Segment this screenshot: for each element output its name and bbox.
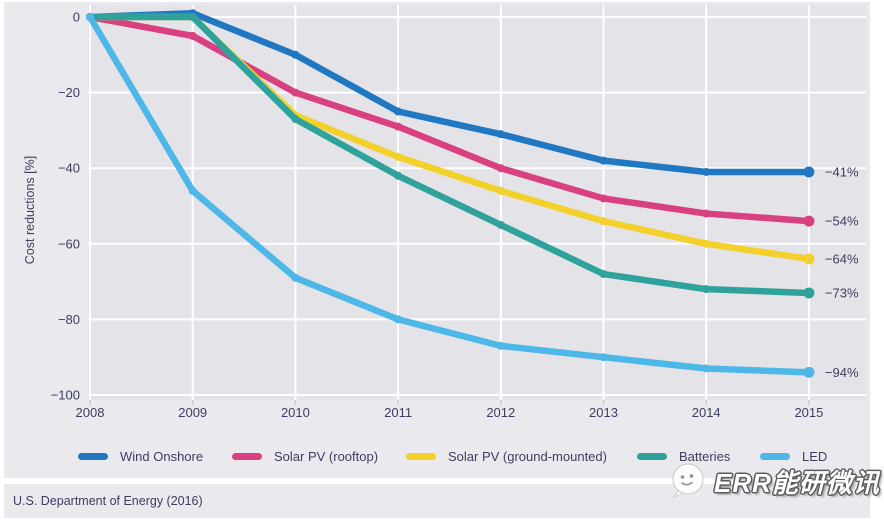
series-line-batteries	[86, 13, 813, 297]
series-point-wind-onshore	[496, 130, 505, 139]
series-point-led	[496, 341, 505, 350]
series-line-led	[86, 13, 813, 376]
end-value-label-led: −94%	[825, 365, 859, 380]
series-point-solar-pv-ground-mounted	[803, 253, 815, 265]
y-axis-title: Cost reductions [%]	[23, 156, 37, 264]
watermark: ERR能研微讯	[668, 461, 880, 501]
series-point-led	[394, 315, 403, 324]
x-tick-label: 2013	[589, 405, 618, 420]
series-point-batteries	[702, 285, 711, 294]
legend-item-wind-onshore: Wind Onshore	[78, 446, 203, 466]
series-point-led	[291, 273, 300, 282]
series-point-led	[86, 13, 94, 21]
y-tick-label: −60	[58, 236, 80, 251]
end-value-label-batteries: −73%	[825, 285, 859, 300]
source-text: U.S. Department of Energy (2016)	[13, 494, 203, 508]
end-value-label-wind-onshore: −41%	[825, 164, 859, 179]
legend-label: Solar PV (rooftop)	[274, 448, 379, 464]
series-line-wind-onshore	[86, 9, 813, 176]
series-point-batteries	[188, 13, 197, 21]
legend-label: LED	[802, 448, 828, 464]
series-point-solar-pv-ground-mounted	[702, 239, 711, 248]
end-value-label-solar-pv-rooftop: −54%	[825, 214, 859, 229]
series-point-wind-onshore	[803, 166, 815, 178]
chart-panel: 2008 2009 2010 2011 2012 2013 2014 2015 0 −20 −40 −…	[4, 2, 870, 478]
legend-item-batteries: Batteries	[637, 446, 730, 466]
x-tick-label: 2009	[178, 405, 207, 420]
cost-reductions-line-chart: 2008 2009 2010 2011 2012 2013 2014 2015 0 −20 −40 −…	[23, 5, 866, 420]
series-point-wind-onshore	[394, 107, 403, 116]
series-point-solar-pv-rooftop	[599, 194, 608, 203]
series-point-solar-pv-rooftop	[394, 122, 403, 131]
series-point-wind-onshore	[291, 50, 300, 59]
y-tick-label: −80	[58, 312, 80, 327]
series-point-solar-pv-rooftop	[803, 215, 815, 227]
legend-item-solar-pv-ground-mounted: Solar PV (ground-mounted)	[406, 446, 607, 466]
legend-swatch-icon	[760, 452, 790, 460]
series-point-led	[803, 366, 815, 378]
watermark-logo-icon	[668, 461, 708, 501]
series-point-solar-pv-ground-mounted	[496, 186, 505, 195]
y-tick-label: 0	[73, 10, 80, 25]
series-point-batteries	[599, 270, 608, 279]
series-point-led	[599, 353, 608, 362]
series-point-batteries	[394, 171, 403, 180]
series-point-led	[188, 186, 197, 195]
x-tick-label: 2015	[794, 405, 823, 420]
plot-area	[88, 5, 866, 400]
legend-label: Batteries	[679, 448, 731, 464]
watermark-text: ERR能研微讯	[714, 467, 880, 498]
legend-swatch-icon	[78, 452, 108, 460]
legend-label: Wind Onshore	[120, 448, 204, 464]
series-point-solar-pv-rooftop	[291, 88, 300, 97]
series-point-solar-pv-rooftop	[702, 209, 711, 218]
legend-swatch-icon	[406, 452, 436, 460]
source-footer: U.S. Department of Energy (2016)	[4, 484, 870, 518]
series-point-led	[702, 364, 711, 373]
legend-swatch-icon	[637, 452, 667, 460]
legend-item-led: LED	[760, 446, 827, 466]
series-point-solar-pv-rooftop	[496, 164, 505, 173]
series-point-batteries	[291, 115, 300, 124]
y-tick-label: −40	[58, 161, 80, 176]
x-tick-label: 2012	[486, 405, 515, 420]
series-point-solar-pv-rooftop	[188, 31, 197, 40]
x-tick-label: 2010	[281, 405, 310, 420]
series-line-solar-pv-rooftop	[86, 13, 813, 225]
series-point-solar-pv-ground-mounted	[394, 152, 403, 161]
series-point-solar-pv-ground-mounted	[599, 217, 608, 226]
x-tick-label: 2008	[76, 405, 105, 420]
series-point-wind-onshore	[599, 156, 608, 165]
legend-label: Solar PV (ground-mounted)	[448, 448, 607, 464]
end-value-label-solar-pv-ground-mounted: −64%	[825, 251, 859, 266]
legend-swatch-icon	[232, 452, 262, 460]
y-tick-label: −100	[51, 388, 80, 403]
series-point-batteries	[496, 220, 505, 229]
x-tick-label: 2011	[384, 405, 412, 420]
y-tick-label: −20	[58, 85, 80, 100]
series-point-batteries	[803, 287, 815, 299]
legend-item-solar-pv-rooftop: Solar PV (rooftop)	[232, 446, 378, 466]
chart-legend: Wind Onshore Solar PV (rooftop) Solar PV (…	[4, 446, 870, 470]
series-point-wind-onshore	[702, 167, 711, 176]
x-tick-label: 2014	[692, 405, 721, 420]
